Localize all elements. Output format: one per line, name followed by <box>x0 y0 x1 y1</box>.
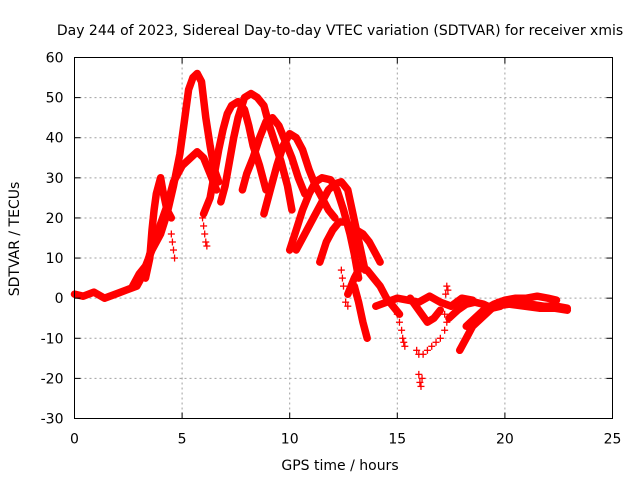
plus-marker <box>418 374 426 382</box>
plus-marker <box>340 282 347 290</box>
x-tick-label: 25 <box>604 432 622 448</box>
y-tick-label: -10 <box>41 331 64 347</box>
y-tick-label: 30 <box>46 171 64 187</box>
y-tick-labels: -30 -20 -10 0 10 20 30 40 50 60 <box>41 51 64 428</box>
x-tick-label: 10 <box>281 432 299 448</box>
plus-marker <box>400 338 408 346</box>
plus-marker <box>415 370 423 378</box>
series-arc-14 <box>406 294 445 326</box>
axis-ticks <box>74 57 613 419</box>
plus-marker <box>432 338 440 346</box>
plus-marker <box>413 346 421 354</box>
y-tick-label: 40 <box>46 131 64 147</box>
plus-marker <box>201 230 209 238</box>
y-tick-label: 50 <box>46 91 64 107</box>
y-tick-label: 60 <box>46 51 64 67</box>
series-arc-6 <box>238 113 309 198</box>
data-series-group <box>70 69 572 355</box>
y-tick-label: 0 <box>55 291 64 307</box>
plus-marker <box>398 326 406 334</box>
plus-marker <box>202 238 210 246</box>
scatter-points-group <box>167 214 452 390</box>
plus-marker <box>419 350 427 358</box>
series-arc-10 <box>316 218 384 266</box>
plus-marker <box>417 382 425 390</box>
plus-marker <box>401 342 409 350</box>
chart-grid <box>74 57 613 419</box>
plot-frame <box>74 57 613 419</box>
plus-marker <box>443 318 451 326</box>
series-arc-13 <box>372 292 477 310</box>
plus-marker <box>342 298 350 306</box>
plus-marker <box>416 378 424 386</box>
plus-marker <box>444 286 452 294</box>
x-tick-label: 0 <box>70 432 79 448</box>
plus-marker <box>428 342 436 350</box>
plus-marker <box>395 318 403 326</box>
x-tick-label: 5 <box>178 432 187 448</box>
x-tick-label: 15 <box>388 432 406 448</box>
x-tick-labels: 0 5 10 15 20 25 <box>70 432 621 448</box>
plus-marker <box>338 274 346 282</box>
x-axis-label: GPS time / hours <box>281 458 398 474</box>
plus-marker <box>399 334 407 342</box>
y-tick-label: 10 <box>46 251 64 267</box>
plus-marker <box>171 254 179 262</box>
chart-title: Day 244 of 2023, Sidereal Day-to-day VTE… <box>57 23 623 39</box>
y-tick-label: -20 <box>41 371 64 387</box>
plus-marker <box>393 310 401 318</box>
series-arc-12 <box>350 282 371 343</box>
series-arc-3 <box>128 69 223 290</box>
plus-marker <box>423 346 431 354</box>
x-tick-label: 20 <box>496 432 514 448</box>
plus-marker <box>441 310 449 318</box>
plus-marker <box>167 230 175 238</box>
y-axis-label: SDTVAR / TECUs <box>7 182 23 297</box>
series-arc-19 <box>490 300 572 314</box>
plus-marker <box>441 326 449 334</box>
plus-marker <box>344 302 352 310</box>
series-arc-8 <box>285 174 363 282</box>
plus-marker <box>203 242 211 250</box>
plus-marker <box>199 214 207 222</box>
plus-marker <box>169 246 177 254</box>
plus-marker <box>200 222 208 230</box>
plus-marker <box>442 290 450 298</box>
plus-marker <box>168 238 176 246</box>
y-tick-label: -30 <box>41 412 64 428</box>
plus-marker <box>337 266 345 274</box>
plus-marker <box>436 334 444 342</box>
y-tick-label: 20 <box>46 211 64 227</box>
plus-marker <box>443 282 451 290</box>
